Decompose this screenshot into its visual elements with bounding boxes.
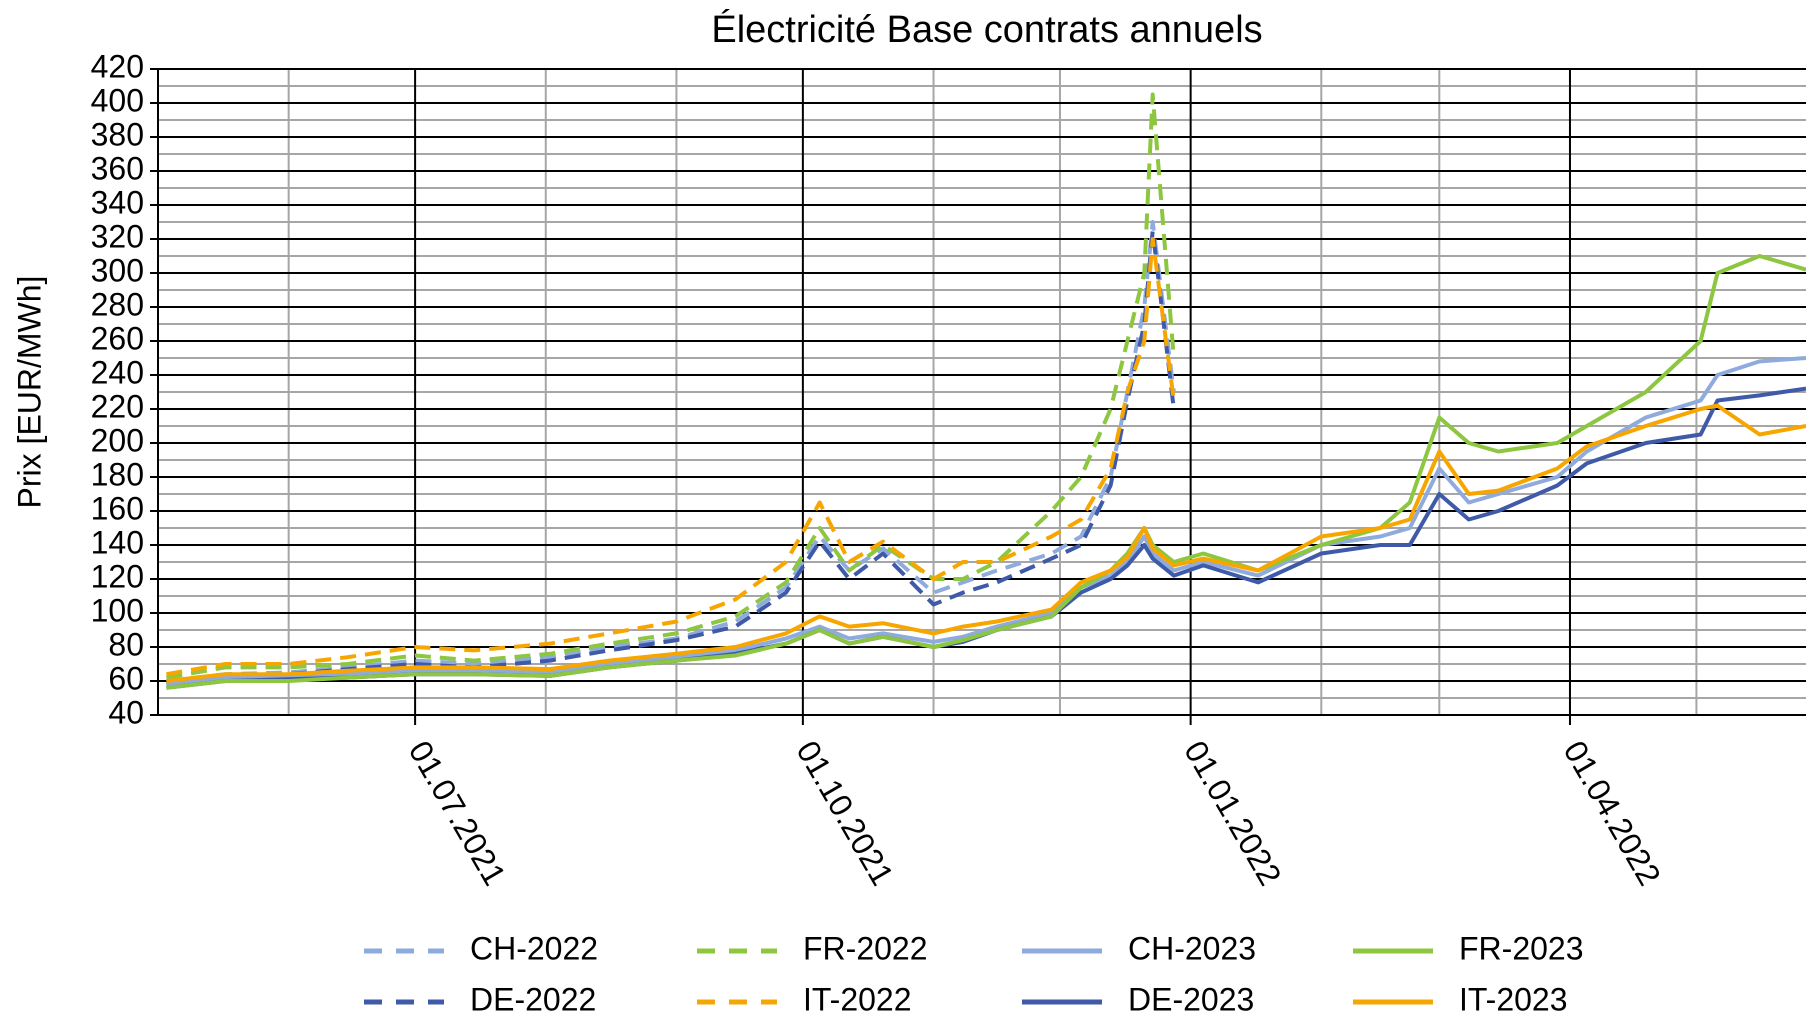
y-tick-label: 340: [91, 184, 144, 220]
legend-label: DE-2022: [470, 981, 596, 1017]
y-tick-label: 220: [91, 388, 144, 424]
y-tick-label: 80: [108, 626, 144, 662]
y-tick-label: 140: [91, 524, 144, 560]
x-tick-label: 01.10.2021: [789, 735, 900, 892]
series-line: [166, 403, 1806, 683]
y-tick-label: 160: [91, 490, 144, 526]
y-tick-label: 320: [91, 218, 144, 254]
legend-label: IT-2023: [1459, 981, 1568, 1017]
series-line: [166, 228, 1176, 687]
y-tick-label: 60: [108, 660, 144, 696]
series-line: [166, 356, 1806, 687]
y-tick-label: 420: [91, 48, 144, 84]
legend-label: FR-2022: [803, 930, 928, 966]
legend-label: CH-2023: [1128, 930, 1256, 966]
chart-title: Électricité Base contrats annuels: [711, 8, 1262, 51]
y-axis-label: Prix [EUR/MWh]: [11, 276, 47, 509]
y-tick-label: 180: [91, 456, 144, 492]
legend-label: CH-2022: [470, 930, 598, 966]
y-tick-label: 260: [91, 320, 144, 356]
y-tick-label: 300: [91, 252, 144, 288]
y-tick-label: 240: [91, 354, 144, 390]
y-tick-label: 100: [91, 592, 144, 628]
series-line: [166, 386, 1806, 690]
y-tick-label: 200: [91, 422, 144, 458]
series-line: [166, 237, 1176, 677]
y-tick-label: 40: [108, 694, 144, 730]
y-tick-label: 120: [91, 558, 144, 594]
y-tick-label: 380: [91, 116, 144, 152]
series-line: [166, 92, 1176, 680]
y-tick-label: 360: [91, 150, 144, 186]
y-tick-label: 400: [91, 82, 144, 118]
legend-label: FR-2023: [1459, 930, 1584, 966]
grid: [158, 68, 1806, 725]
y-tick-label: 280: [91, 286, 144, 322]
x-tick-label: 01.07.2021: [402, 735, 513, 892]
legend-label: IT-2022: [803, 981, 912, 1017]
legend-label: DE-2023: [1128, 981, 1254, 1017]
x-tick-label: 01.04.2022: [1557, 735, 1668, 892]
x-tick-label: 01.01.2022: [1177, 735, 1288, 892]
